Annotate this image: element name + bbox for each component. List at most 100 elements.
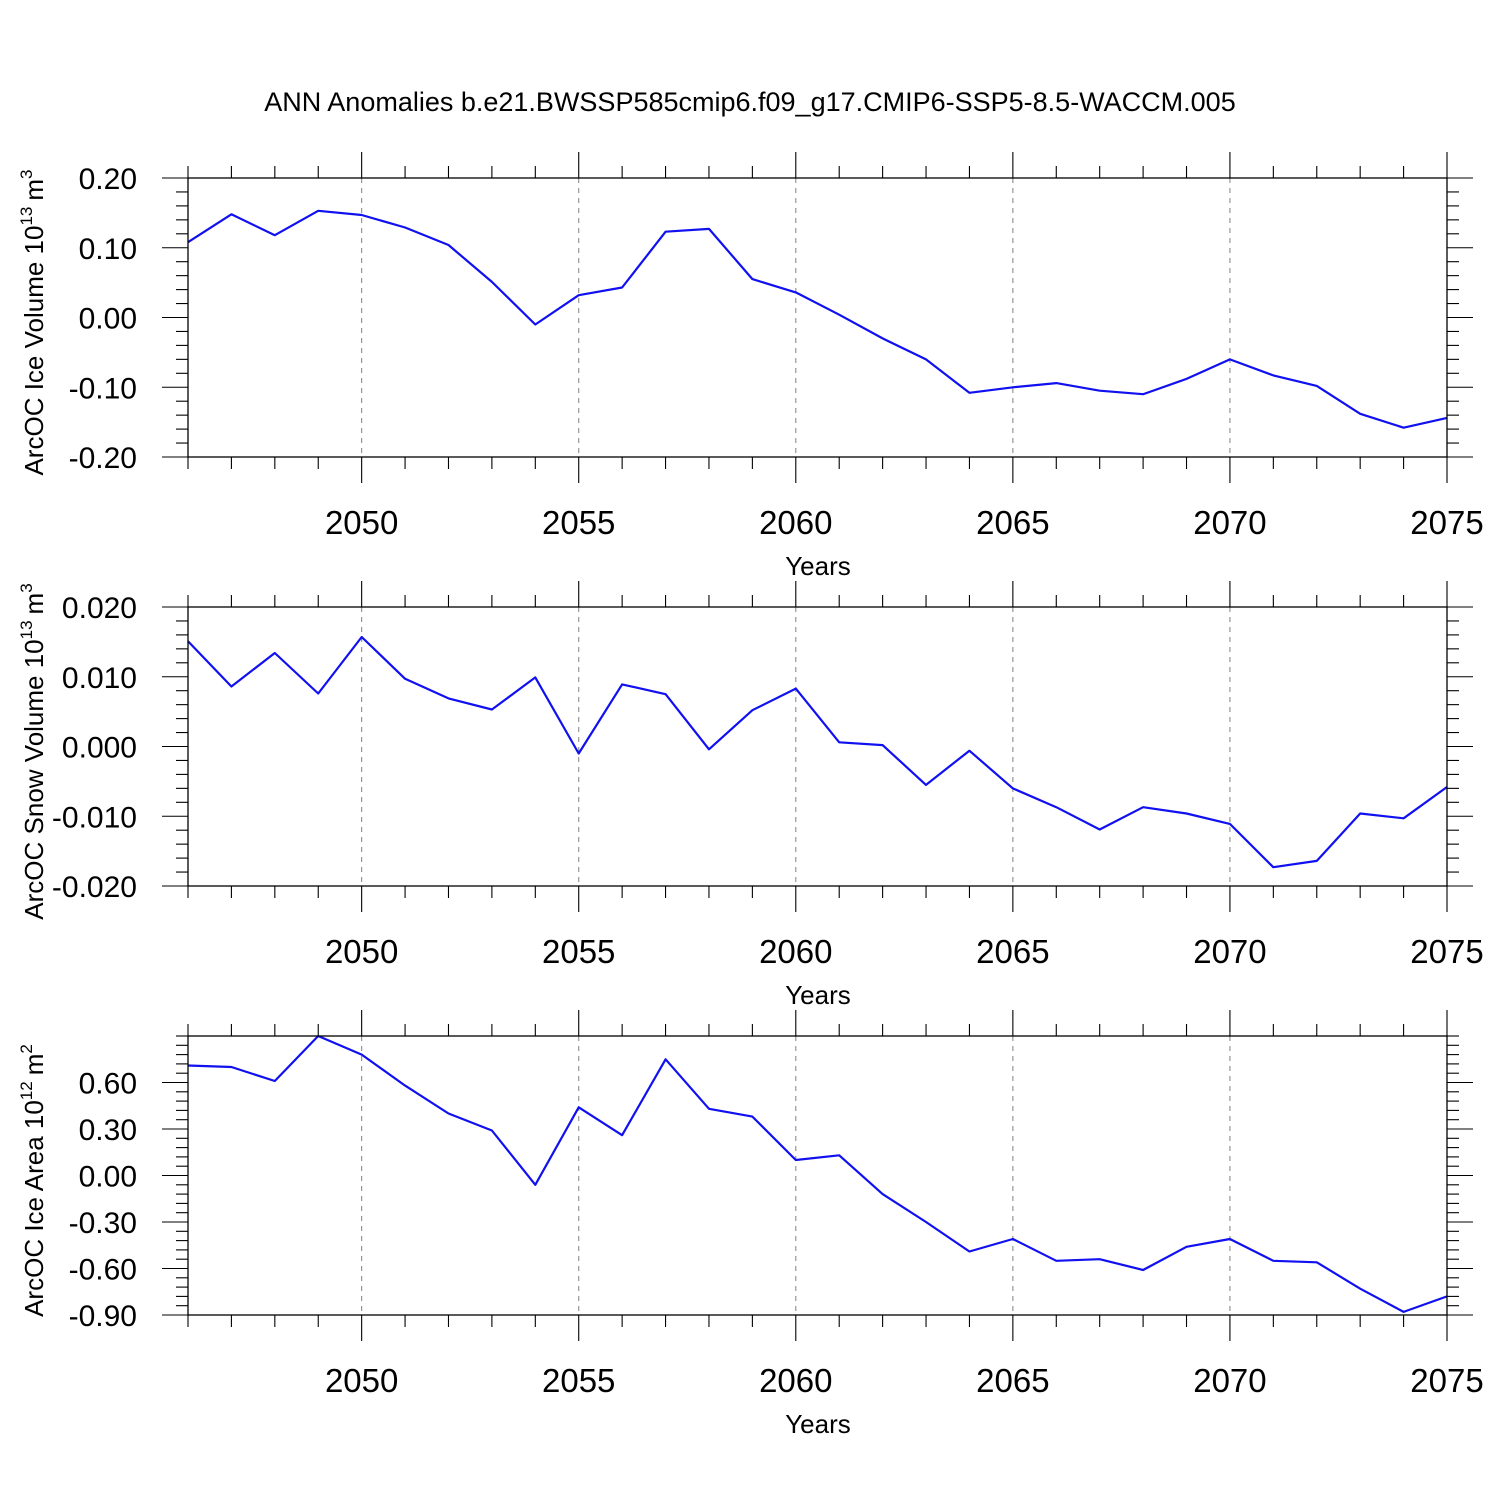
data-point bbox=[403, 677, 407, 681]
data-point bbox=[924, 783, 928, 787]
x-axis-label: Years bbox=[785, 551, 851, 581]
data-point bbox=[1141, 1268, 1145, 1272]
data-point bbox=[1228, 357, 1232, 361]
data-point bbox=[1054, 381, 1058, 385]
data-point bbox=[1098, 1257, 1102, 1261]
y-tick-label: 0.00 bbox=[79, 1161, 137, 1194]
data-point bbox=[1402, 426, 1406, 430]
chart-panel-2: -0.020 -0.010 0.000 0.010 0.020 2050 2055 2060 2… bbox=[17, 581, 1484, 1010]
y-tick-label: -0.20 bbox=[69, 442, 137, 475]
data-point bbox=[1315, 384, 1319, 388]
data-point bbox=[1141, 805, 1145, 809]
data-point bbox=[1185, 1245, 1189, 1249]
y-axis-label-unit: m bbox=[19, 1054, 49, 1076]
x-tick-label: 2065 bbox=[976, 1362, 1049, 1399]
data-point bbox=[1011, 786, 1015, 790]
data-point bbox=[490, 280, 494, 284]
data-point bbox=[837, 1153, 841, 1157]
data-point bbox=[533, 322, 537, 326]
y-axis-label-prefix: ArcOC Ice Area 10 bbox=[19, 1100, 49, 1317]
y-axis-label-prefix: ArcOC Snow Volume 10 bbox=[19, 639, 49, 919]
x-tick-label: 2060 bbox=[759, 933, 832, 970]
y-axis-label-unit-exponent: 3 bbox=[17, 583, 36, 592]
data-point bbox=[620, 286, 624, 290]
data-point bbox=[1098, 389, 1102, 393]
y-tick-label: 0.020 bbox=[62, 592, 137, 625]
series-line bbox=[187, 209, 1448, 429]
x-tick-label: 2065 bbox=[976, 933, 1049, 970]
data-point bbox=[1054, 1259, 1058, 1263]
plot-frame bbox=[187, 1035, 1448, 1316]
data-point bbox=[967, 749, 971, 753]
data-point bbox=[750, 277, 754, 281]
y-tick-label: -0.020 bbox=[52, 871, 137, 904]
data-point bbox=[360, 635, 364, 639]
data-point bbox=[1141, 392, 1145, 396]
data-point bbox=[273, 1079, 277, 1083]
x-tick-label: 2050 bbox=[325, 933, 398, 970]
data-point bbox=[620, 1133, 624, 1137]
y-tick-label: 0.60 bbox=[79, 1068, 137, 1101]
data-point bbox=[403, 226, 407, 230]
data-point bbox=[1402, 1310, 1406, 1314]
data-point bbox=[1228, 822, 1232, 826]
series-line bbox=[187, 1034, 1448, 1314]
data-point bbox=[794, 290, 798, 294]
data-point bbox=[707, 747, 711, 751]
data-point bbox=[881, 743, 885, 747]
data-point bbox=[881, 336, 885, 340]
data-point bbox=[924, 357, 928, 361]
y-axis-label-unit-exponent: 3 bbox=[17, 169, 36, 178]
x-tick-label: 2060 bbox=[759, 1362, 832, 1399]
data-point bbox=[273, 651, 277, 655]
y-tick-label: -0.30 bbox=[69, 1207, 137, 1240]
data-point bbox=[1315, 1260, 1319, 1264]
x-tick-label: 2055 bbox=[542, 933, 615, 970]
data-point bbox=[577, 293, 581, 297]
y-tick-label: -0.90 bbox=[69, 1300, 137, 1333]
y-tick-label: 0.20 bbox=[79, 163, 137, 196]
data-point bbox=[446, 243, 450, 247]
data-point bbox=[837, 313, 841, 317]
x-tick-label: 2055 bbox=[542, 504, 615, 541]
y-tick-label: 0.010 bbox=[62, 662, 137, 695]
data-point bbox=[490, 1129, 494, 1133]
x-tick-label: 2070 bbox=[1193, 504, 1266, 541]
data-point bbox=[1271, 1259, 1275, 1263]
y-axis-label-prefix: ArcOC Ice Volume 10 bbox=[19, 226, 49, 476]
y-tick-label: -0.10 bbox=[69, 372, 137, 405]
data-point bbox=[1054, 805, 1058, 809]
data-point bbox=[707, 227, 711, 231]
data-point bbox=[837, 740, 841, 744]
data-point bbox=[707, 1107, 711, 1111]
x-tick-label: 2050 bbox=[325, 504, 398, 541]
data-point bbox=[446, 1112, 450, 1116]
y-tick-label: 0.10 bbox=[79, 233, 137, 266]
data-point bbox=[1228, 1237, 1232, 1241]
y-tick-label: -0.010 bbox=[52, 801, 137, 834]
data-point bbox=[316, 691, 320, 695]
x-tick-label: 2055 bbox=[542, 1362, 615, 1399]
figure-title: ANN Anomalies b.e21.BWSSP585cmip6.f09_g1… bbox=[264, 87, 1235, 117]
data-point bbox=[967, 391, 971, 395]
y-axis-label-exponent: 13 bbox=[17, 207, 36, 226]
data-point bbox=[229, 212, 233, 216]
data-point bbox=[664, 230, 668, 234]
data-point bbox=[1271, 373, 1275, 377]
data-point bbox=[664, 692, 668, 696]
x-tick-label: 2070 bbox=[1193, 1362, 1266, 1399]
panels: -0.20 -0.10 0.00 0.10 0.20 2050 2055 2060 2065 20… bbox=[17, 152, 1484, 1439]
data-point bbox=[924, 1220, 928, 1224]
x-tick-label: 2075 bbox=[1410, 1362, 1483, 1399]
y-axis-label-unit: m bbox=[19, 179, 49, 201]
data-point bbox=[446, 696, 450, 700]
data-point bbox=[316, 209, 320, 213]
data-point bbox=[577, 751, 581, 755]
data-point bbox=[360, 213, 364, 217]
chart-panel-1: -0.20 -0.10 0.00 0.10 0.20 2050 2055 2060 2065 20… bbox=[17, 152, 1484, 581]
x-tick-label: 2060 bbox=[759, 504, 832, 541]
data-point bbox=[360, 1053, 364, 1057]
y-axis-label-unit: m bbox=[19, 593, 49, 615]
data-point bbox=[577, 1105, 581, 1109]
